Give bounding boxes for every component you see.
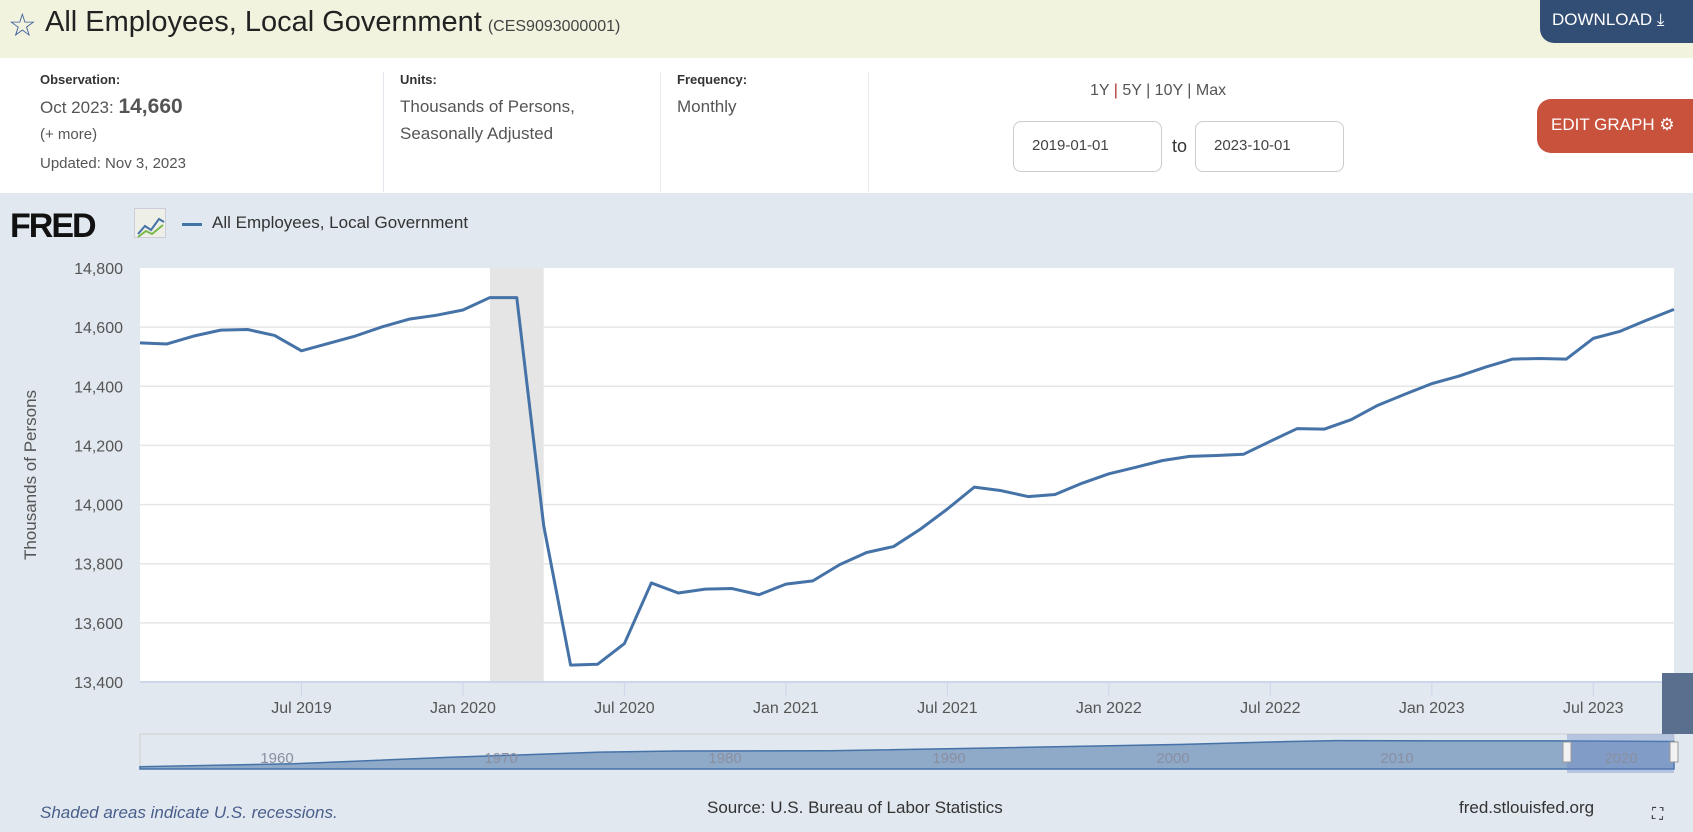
recession-shade [489,268,544,682]
x-tick-label: Jul 2019 [271,700,332,717]
frequency-value: Monthly [677,97,737,116]
navigator-area [139,739,1675,770]
navigator-label: 2010 [1380,750,1413,767]
frequency-block: Frequency: Monthly [677,72,747,120]
download-label: DOWNLOAD [1552,10,1653,29]
legend-label: All Employees, Local Government [212,213,469,232]
navigator-selection [1567,734,1674,773]
fred-logo-text: FRED [10,207,97,245]
fred-logo: FRED [10,207,97,246]
divider [660,72,661,192]
fred-chart-icon [134,208,166,238]
updated-date: Updated: Nov 3, 2023 [40,155,186,172]
navigator-label: 2020 [1604,750,1637,767]
recession-note: Shaded areas indicate U.S. recessions. [40,803,338,822]
fullscreen-icon[interactable]: ⛶ [1652,806,1664,823]
y-tick-label: 13,600 [74,616,123,633]
start-date-input[interactable]: 2019-01-01 [1013,121,1162,172]
series-line [139,296,1675,667]
x-tick-label: Jul 2021 [917,700,978,717]
units-label: Units: [400,72,437,87]
x-tick-label: Jan 2021 [753,700,819,717]
site-link[interactable]: fred.stlouisfed.org [1459,798,1595,817]
gear-icon: ⚙ [1659,115,1675,134]
range-1y[interactable]: 1Y [1090,82,1110,99]
source-text: Source: U.S. Bureau of Labor Statistics [707,798,1003,817]
y-tick-label: 14,400 [74,379,123,396]
observation-value: 14,660 [118,95,183,118]
observation-label: Observation: [40,72,121,87]
navigator-label: 2000 [1156,750,1189,767]
range-links: 1Y | 5Y | 10Y | Max [1090,82,1227,99]
range-max[interactable]: Max [1195,82,1227,99]
frequency-label: Frequency: [677,72,748,87]
star-icon[interactable]: ☆ [8,7,37,43]
edit-graph-label: EDIT GRAPH [1551,115,1655,134]
legend-swatch [182,223,202,226]
range-10y[interactable]: 10Y [1154,82,1183,99]
navigator-handle-right[interactable] [1669,741,1679,763]
x-tick-label: Jan 2022 [1076,700,1142,717]
plot-area [140,268,1674,682]
navigator-label: 1970 [484,750,517,767]
range-5y[interactable]: 5Y [1122,82,1142,99]
page-title: All Employees, Local Government (CES90930… [45,6,620,39]
divider [868,72,869,192]
to-label: to [1172,136,1188,156]
y-tick-label: 14,600 [74,320,123,337]
series-title: All Employees, Local Government [45,6,482,38]
divider [383,72,384,192]
more-link[interactable]: (+ more) [40,126,98,143]
y-axis-title: Thousands of Persons [21,390,40,560]
units-value: Thousands of Persons, [400,97,575,116]
units-block: Units: Thousands of Persons, Seasonally … [400,72,575,147]
y-tick-label: 13,400 [74,675,123,692]
download-button[interactable]: DOWNLOAD ⤓ [1540,0,1693,43]
navigator-label: 1980 [708,750,741,767]
series-id: (CES9093000001) [487,18,621,35]
navigator-label: 1990 [932,750,965,767]
x-tick-label: Jul 2022 [1240,700,1301,717]
observation-date: Oct 2023: [40,98,114,117]
x-tick-label: Jan 2023 [1399,700,1465,717]
observation-block: Observation: Oct 2023: 14,660 (+ more) U… [40,72,186,177]
x-tick-label: Jul 2020 [594,700,655,717]
title-bar: ☆ All Employees, Local Government (CES909… [0,0,1693,58]
download-icon: ⤓ [1656,10,1665,29]
edit-graph-button[interactable]: EDIT GRAPH ⚙ [1537,99,1693,153]
y-tick-label: 13,800 [74,557,123,574]
units-adjustment: Seasonally Adjusted [400,124,554,143]
y-tick-label: 14,800 [74,261,123,278]
y-tick-label: 14,200 [74,438,123,455]
navigator-handle-left[interactable] [1562,741,1572,763]
end-date-input[interactable]: 2023-10-01 [1195,121,1344,172]
y-tick-label: 14,000 [74,498,123,515]
navigator-label: 1960 [260,750,293,767]
x-tick-label: Jul 2023 [1563,700,1624,717]
scrollbar-thumb[interactable] [1662,673,1693,734]
series-info: Observation: Oct 2023: 14,660 (+ more) U… [0,58,1693,193]
x-tick-label: Jan 2020 [430,700,496,717]
